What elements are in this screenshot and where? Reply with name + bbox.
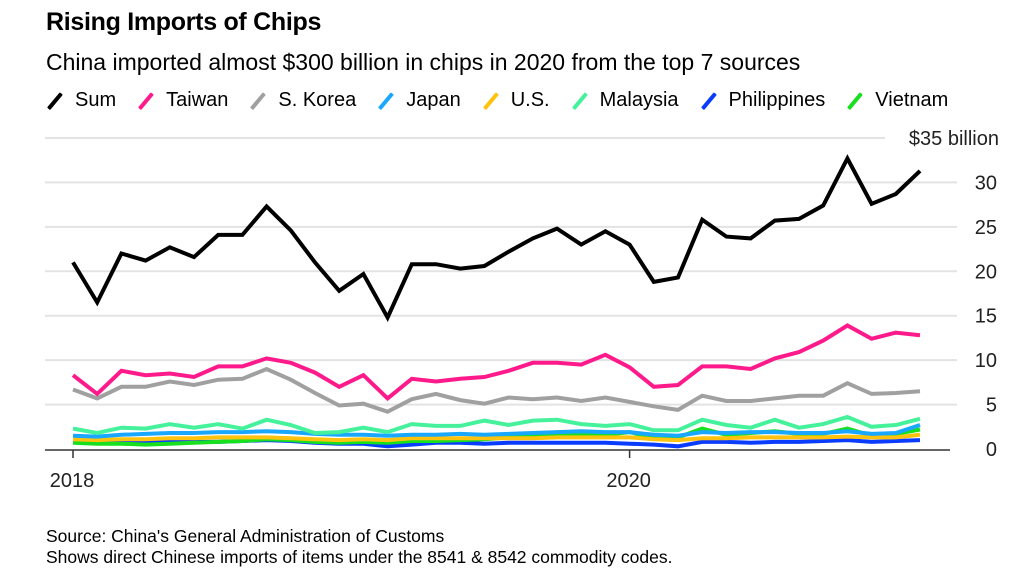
legend-item: Taiwan <box>138 89 228 112</box>
footer: Source: China's General Administration o… <box>46 526 672 568</box>
legend-item: Malaysia <box>572 89 679 112</box>
legend-label: Sum <box>75 89 117 111</box>
legend-item: U.S. <box>483 89 550 112</box>
legend-label: S. Korea <box>278 89 357 111</box>
series-line-malaysia <box>72 414 921 436</box>
y-tick-label: 5 <box>986 395 997 417</box>
series-line-taiwan <box>71 323 921 402</box>
legend-label: Malaysia <box>599 89 679 111</box>
y-tick-label: 0 <box>986 439 997 461</box>
legend-label: U.S. <box>510 89 550 111</box>
chart-title: Rising Imports of Chips <box>46 8 322 36</box>
legend-label: Japan <box>406 89 461 111</box>
legend-item: Philippines <box>701 89 826 112</box>
y-tick-label: 10 <box>975 350 997 372</box>
y-unit-label: $35 billion <box>909 128 999 150</box>
x-tick-label: 2018 <box>50 470 95 492</box>
y-tick-label: 30 <box>975 172 997 194</box>
y-tick-label: 20 <box>975 261 997 283</box>
legend-label: Philippines <box>728 89 826 111</box>
legend-label: Vietnam <box>875 89 949 111</box>
legend-item: Vietnam <box>847 89 948 112</box>
source-note: Source: China's General Administration o… <box>46 526 445 546</box>
y-tick-label: 25 <box>975 217 997 239</box>
legend-item: S. Korea <box>250 89 356 112</box>
legend-item: Japan <box>378 89 461 112</box>
legend-label: Taiwan <box>166 89 229 111</box>
x-tick-label: 2020 <box>606 470 651 492</box>
chart-subtitle: China imported almost $300 billion in ch… <box>46 49 801 75</box>
legend: Sum Taiwan S. Korea Japan U.S. Malaysia Philip… <box>47 89 970 112</box>
footnote: Shows direct Chinese imports of items un… <box>46 547 673 567</box>
series-line-s-korea <box>72 366 921 414</box>
legend-item: Sum <box>47 89 116 112</box>
y-tick-label: 15 <box>975 306 997 328</box>
series-line-sum <box>71 154 922 322</box>
series-line-u-s <box>72 432 921 443</box>
series-line-japan <box>72 423 921 439</box>
